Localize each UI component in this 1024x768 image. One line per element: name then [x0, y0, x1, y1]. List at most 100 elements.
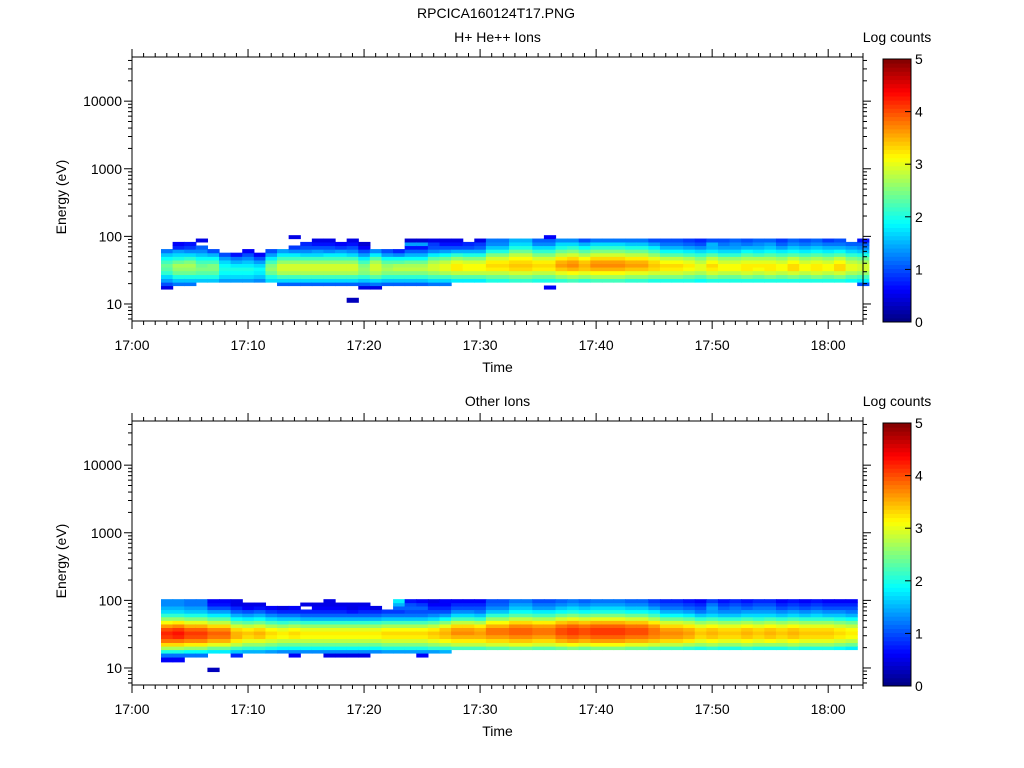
heatmap-cell [706, 623, 719, 628]
heatmap-cell [671, 266, 684, 272]
heatmap-cell [555, 630, 568, 636]
heatmap-cell [706, 616, 719, 621]
heatmap-cell [822, 642, 835, 647]
heatmap-cell [439, 630, 452, 636]
heatmap-cell [532, 238, 545, 243]
y-tick-label: 100 [99, 228, 123, 244]
heatmap-cell [253, 623, 267, 628]
heatmap-cell [358, 638, 371, 643]
heatmap-cell [485, 252, 499, 257]
heatmap-cell [752, 602, 765, 607]
heatmap-cell [207, 646, 220, 651]
heatmap-cell [567, 634, 580, 640]
heatmap-cell [416, 602, 429, 607]
heatmap-cell [474, 599, 487, 604]
heatmap-cell [335, 274, 348, 279]
heatmap-cell [787, 263, 800, 268]
colorbar-segment [883, 673, 911, 679]
heatmap-cell [752, 274, 765, 279]
colorbar-segment [883, 669, 911, 675]
heatmap-cell [404, 638, 417, 643]
heatmap-cell [358, 259, 371, 264]
heatmap-cell [323, 245, 336, 250]
heatmap-cell [590, 263, 603, 268]
heatmap-cell [497, 620, 510, 625]
heatmap-cell [822, 609, 835, 614]
heatmap-cell [277, 252, 290, 257]
heatmap-cell [358, 623, 371, 628]
heatmap-cell [416, 259, 429, 264]
heatmap-cell [462, 646, 475, 651]
heatmap-cell [416, 649, 429, 654]
heatmap-cell [729, 278, 742, 283]
heatmap-cell [451, 642, 464, 647]
heatmap-cell [323, 638, 336, 643]
heatmap-cell [195, 252, 209, 257]
heatmap-cell [764, 602, 777, 607]
heatmap-cell [242, 649, 255, 654]
heatmap-cell [729, 630, 742, 636]
heatmap-cell [172, 649, 185, 654]
heatmap-cell [717, 274, 731, 279]
heatmap-cell [439, 282, 452, 287]
heatmap-cell [625, 252, 638, 257]
heatmap-cell [810, 620, 823, 625]
heatmap-cell [752, 613, 765, 618]
heatmap-cell [613, 620, 626, 625]
heatmap-cell [161, 623, 174, 628]
colorbar-segment [883, 128, 911, 134]
x-tick-label: 17:50 [695, 701, 730, 717]
heatmap-cell [671, 599, 684, 604]
heatmap-cell [184, 241, 197, 247]
heatmap-cell [311, 602, 325, 607]
heatmap-cell [833, 642, 847, 647]
heatmap-cell [590, 634, 603, 640]
heatmap-cell [381, 634, 394, 640]
heatmap-cell [520, 634, 533, 640]
heatmap-cell [799, 638, 812, 643]
heatmap-cell [485, 241, 499, 247]
heatmap-cell [509, 241, 522, 247]
heatmap-cell [752, 627, 765, 632]
heatmap-cell [706, 266, 719, 272]
y-axis-label: Energy (eV) [53, 160, 69, 235]
heatmap-cell [509, 252, 522, 257]
heatmap-cell [393, 623, 406, 628]
heatmap-cell [764, 263, 777, 268]
heatmap-cell [578, 623, 591, 628]
heatmap-cell [578, 252, 591, 257]
heatmap-cell [253, 252, 267, 257]
heatmap-cell [775, 627, 789, 632]
heatmap-cell [381, 259, 394, 264]
heatmap-cell [764, 259, 777, 264]
heatmap-cell [787, 638, 800, 643]
colorbar-segment [883, 165, 911, 171]
heatmap-cell [172, 627, 185, 632]
heatmap-cell [648, 256, 661, 261]
heatmap-cell [613, 627, 626, 632]
heatmap-cell [509, 623, 522, 628]
heatmap-cell [683, 245, 696, 250]
heatmap-cell [323, 616, 336, 621]
heatmap-cell [497, 278, 510, 283]
heatmap-cell [311, 245, 325, 250]
heatmap-cell [543, 252, 557, 257]
colorbar-segment [883, 59, 911, 64]
colorbar-segment [883, 198, 911, 204]
heatmap-cell [741, 249, 754, 254]
heatmap-cell [277, 623, 290, 628]
heatmap-cell [439, 602, 452, 607]
heatmap-cell [207, 623, 220, 628]
heatmap-cell [775, 274, 789, 279]
heatmap-cell [311, 282, 325, 287]
heatmap-cell [207, 252, 220, 257]
heatmap-cell [219, 605, 232, 611]
heatmap-cell [381, 623, 394, 628]
heatmap-cell [659, 613, 673, 618]
heatmap-cell [764, 630, 777, 636]
heatmap-cell [485, 602, 499, 607]
heatmap-cell [717, 602, 731, 607]
heatmap-cell [172, 256, 185, 261]
colorbar-segment [883, 509, 911, 514]
